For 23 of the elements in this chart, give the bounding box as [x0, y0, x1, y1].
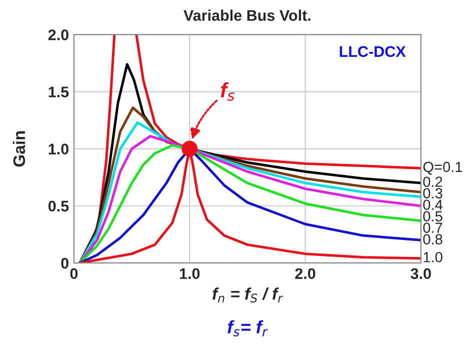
y-tick-label: 1.0	[48, 144, 68, 154]
y-axis-title: Gain	[12, 131, 26, 167]
x-tick-label: 0	[70, 268, 78, 280]
series-label: 0.4	[423, 200, 442, 210]
y-tick-label: 2.0	[48, 29, 68, 40]
series-label: 0.2	[423, 176, 442, 187]
text: f$_{s}$= f$_{r}$	[228, 320, 268, 336]
series-label: 0.3	[423, 188, 442, 198]
x-tick-label: 2.0	[295, 268, 316, 280]
y-tick-label: 0.5	[48, 200, 69, 212]
x-axis-title: f$_{n}$ = f$_{S}$ / f$_{r}$	[212, 288, 284, 303]
series-label: Q=0.1	[423, 162, 462, 175]
y-tick-label: 0	[61, 258, 68, 269]
x-tick-label: 3.0	[410, 268, 431, 280]
series-label: 0.8	[423, 234, 442, 244]
chart-title: Variable Bus Volt.	[184, 10, 310, 21]
series-label: 0.7	[423, 222, 442, 233]
series-label: 1.0	[424, 252, 442, 262]
series-label: 0.5	[423, 211, 442, 222]
x-tick-label: 1.0	[180, 268, 200, 280]
y-tick-label: 1.5	[48, 86, 69, 98]
annotation: f$_{s}$	[220, 82, 234, 101]
annotation: LLC-DCX	[340, 46, 406, 57]
